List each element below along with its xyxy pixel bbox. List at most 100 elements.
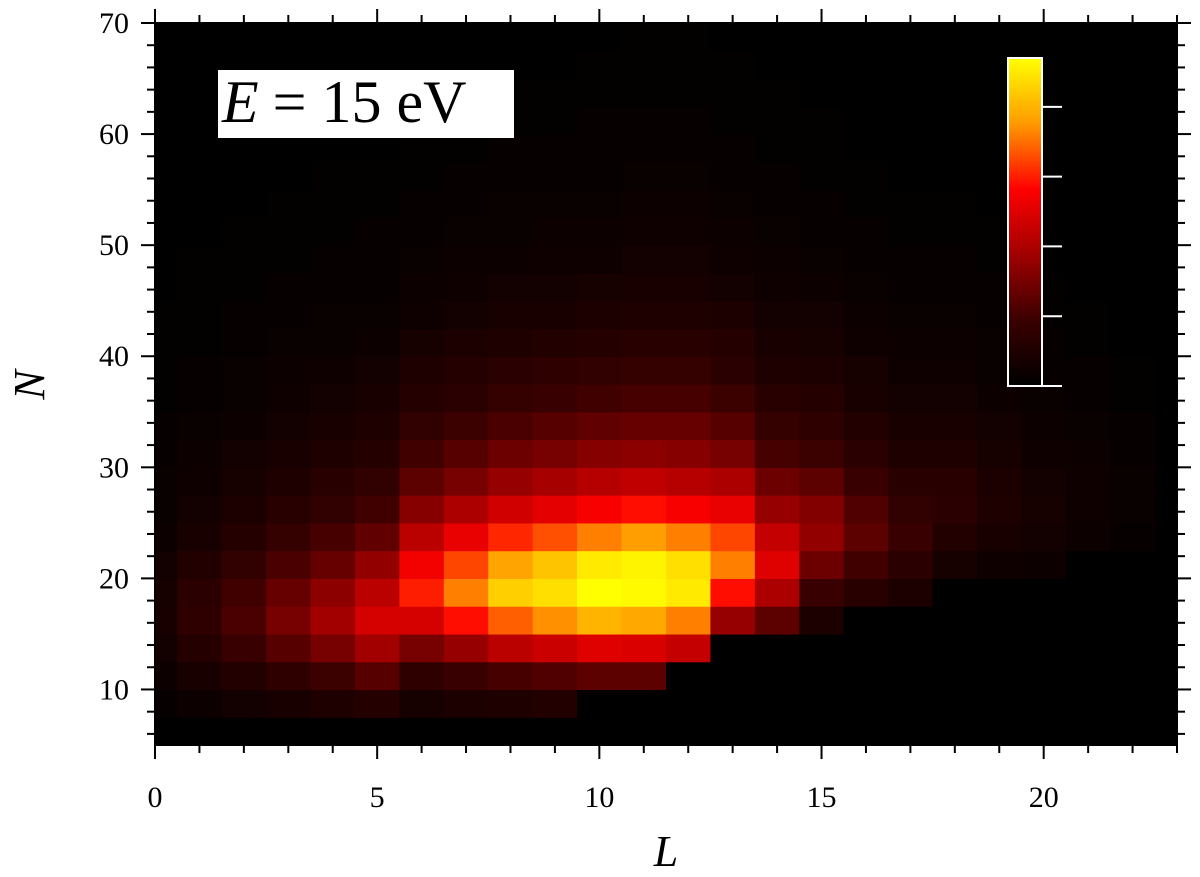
heatmap-cell xyxy=(621,411,667,441)
heatmap-cell xyxy=(843,106,889,135)
colorbar xyxy=(1007,57,1043,387)
heatmap-cell xyxy=(221,217,267,246)
heatmap-cell xyxy=(221,411,267,441)
heatmap-cell xyxy=(310,356,356,385)
heatmap-cell xyxy=(532,78,578,107)
heatmap-cell xyxy=(310,384,356,413)
heatmap-cell xyxy=(1021,578,1067,607)
heatmap-cell xyxy=(754,328,800,357)
heatmap-cell xyxy=(443,161,489,191)
heatmap-cell xyxy=(932,661,978,691)
heatmap-cell xyxy=(1110,50,1156,80)
heatmap-cell xyxy=(799,23,845,52)
heatmap-cell xyxy=(177,633,223,663)
heatmap-cell xyxy=(354,411,400,441)
heatmap-cell xyxy=(488,522,534,552)
heatmap-cell xyxy=(888,411,934,441)
heatmap-cell xyxy=(1065,50,1111,80)
heatmap-cell xyxy=(710,106,756,135)
heatmap-cell xyxy=(221,606,267,635)
heatmap-cell xyxy=(666,439,712,468)
heatmap-cell xyxy=(221,467,267,496)
heatmap-cell xyxy=(666,106,712,135)
heatmap-cell xyxy=(532,550,578,579)
heatmap-cell xyxy=(532,495,578,524)
y-tick-label: 60 xyxy=(99,118,129,151)
heatmap-cell xyxy=(443,578,489,607)
heatmap-cell xyxy=(977,578,1023,607)
heatmap-cell xyxy=(354,606,400,635)
heatmap-cell xyxy=(532,161,578,191)
heatmap-cell xyxy=(621,578,667,607)
heatmap-cell xyxy=(799,50,845,80)
heatmap-cell xyxy=(443,328,489,357)
heatmap-cell xyxy=(577,633,623,663)
heatmap-cell xyxy=(754,134,800,163)
heatmap-cell xyxy=(577,23,623,52)
heatmap-cell xyxy=(843,161,889,191)
heatmap-cell xyxy=(354,217,400,246)
heatmap-cell xyxy=(843,23,889,52)
heatmap-cell xyxy=(1065,411,1111,441)
heatmap-cell xyxy=(799,245,845,274)
heatmap-cell xyxy=(399,189,445,218)
heatmap-cell xyxy=(577,134,623,163)
annotation-box xyxy=(218,70,514,138)
heatmap-cell xyxy=(754,189,800,218)
heatmap-cell xyxy=(932,134,978,163)
heatmap-cell xyxy=(155,50,178,80)
heatmap-cell xyxy=(221,495,267,524)
heatmap-cell xyxy=(888,161,934,191)
heatmap-cell xyxy=(1110,356,1156,385)
heatmap-cell xyxy=(155,467,178,496)
heatmap-cell xyxy=(621,439,667,468)
heatmap-cell xyxy=(621,134,667,163)
heatmap-cell xyxy=(177,106,223,135)
heatmap-cell xyxy=(532,522,578,552)
heatmap-cell xyxy=(1110,411,1156,441)
heatmap-cell xyxy=(532,356,578,385)
heatmap-cell xyxy=(621,106,667,135)
heatmap-cell xyxy=(399,411,445,441)
heatmap-cell xyxy=(1065,467,1111,496)
heatmap-cell xyxy=(488,245,534,274)
heatmap-cell xyxy=(310,633,356,663)
heatmap-cell xyxy=(1021,689,1067,718)
heatmap-cell xyxy=(443,217,489,246)
heatmap-cell xyxy=(155,106,178,135)
heatmap-cell xyxy=(155,578,178,607)
heatmap-cell xyxy=(532,189,578,218)
heatmap-cell xyxy=(354,717,400,746)
heatmap-cell xyxy=(799,356,845,385)
heatmap-cell xyxy=(354,578,400,607)
heatmap-cell xyxy=(354,550,400,579)
heatmap-cell xyxy=(266,633,312,663)
heatmap-cell xyxy=(1021,411,1067,441)
heatmap-cell xyxy=(1110,106,1156,135)
heatmap-cell xyxy=(888,522,934,552)
heatmap-cell xyxy=(799,272,845,302)
heatmap-cell xyxy=(621,522,667,552)
heatmap-cell xyxy=(155,633,178,663)
heatmap-cell xyxy=(354,689,400,718)
heatmap-cell xyxy=(799,606,845,635)
heatmap-cell xyxy=(977,606,1023,635)
heatmap-cell xyxy=(155,411,178,441)
heatmap-cell xyxy=(266,495,312,524)
heatmap-cell xyxy=(310,495,356,524)
heatmap-cell xyxy=(1065,328,1111,357)
heatmap-cell xyxy=(532,23,578,52)
heatmap-cell xyxy=(577,717,623,746)
heatmap-cell xyxy=(177,189,223,218)
heatmap-cell xyxy=(577,495,623,524)
heatmap-cell xyxy=(354,23,400,52)
heatmap-cell xyxy=(443,272,489,302)
heatmap-cell xyxy=(932,578,978,607)
heatmap-cell xyxy=(155,328,178,357)
heatmap-cell xyxy=(666,661,712,691)
heatmap-cell xyxy=(1110,272,1156,302)
heatmap-cell xyxy=(621,495,667,524)
heatmap-cell xyxy=(399,23,445,52)
heatmap-cell xyxy=(888,550,934,579)
